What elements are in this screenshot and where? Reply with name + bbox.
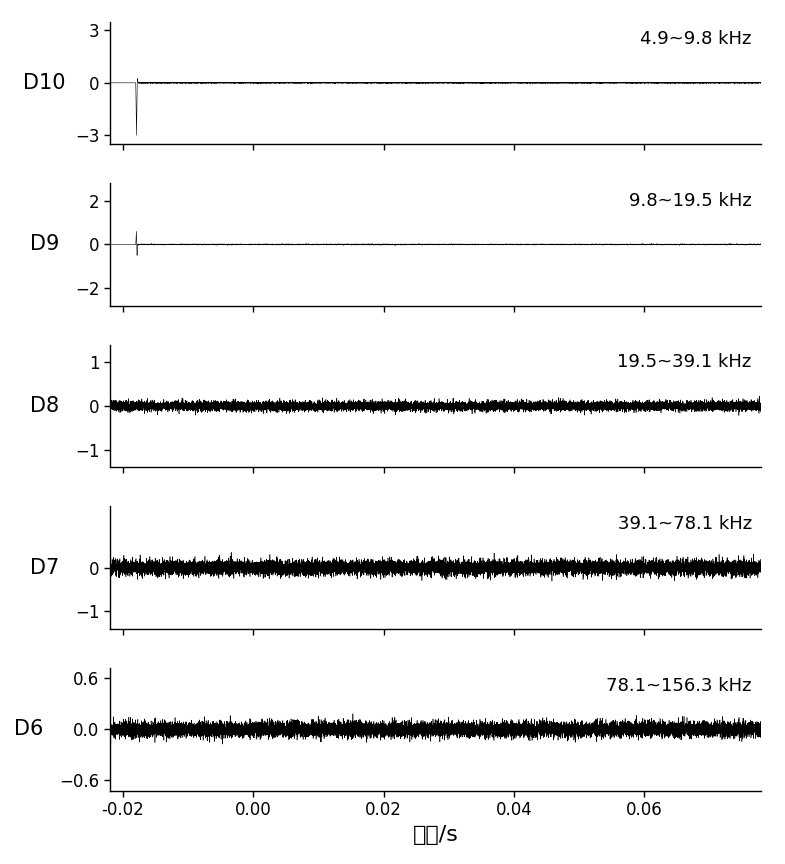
Y-axis label: D6: D6: [14, 720, 43, 740]
Text: 78.1~156.3 kHz: 78.1~156.3 kHz: [606, 677, 752, 695]
Text: 39.1~78.1 kHz: 39.1~78.1 kHz: [618, 515, 752, 533]
Y-axis label: D10: D10: [24, 73, 66, 92]
Text: 19.5~39.1 kHz: 19.5~39.1 kHz: [618, 353, 752, 372]
Text: 9.8~19.5 kHz: 9.8~19.5 kHz: [629, 192, 752, 210]
Text: 4.9~9.8 kHz: 4.9~9.8 kHz: [641, 30, 752, 48]
Y-axis label: D7: D7: [30, 557, 59, 578]
X-axis label: 时间/s: 时间/s: [413, 824, 458, 844]
Y-axis label: D9: D9: [30, 234, 59, 255]
Y-axis label: D8: D8: [30, 396, 59, 416]
